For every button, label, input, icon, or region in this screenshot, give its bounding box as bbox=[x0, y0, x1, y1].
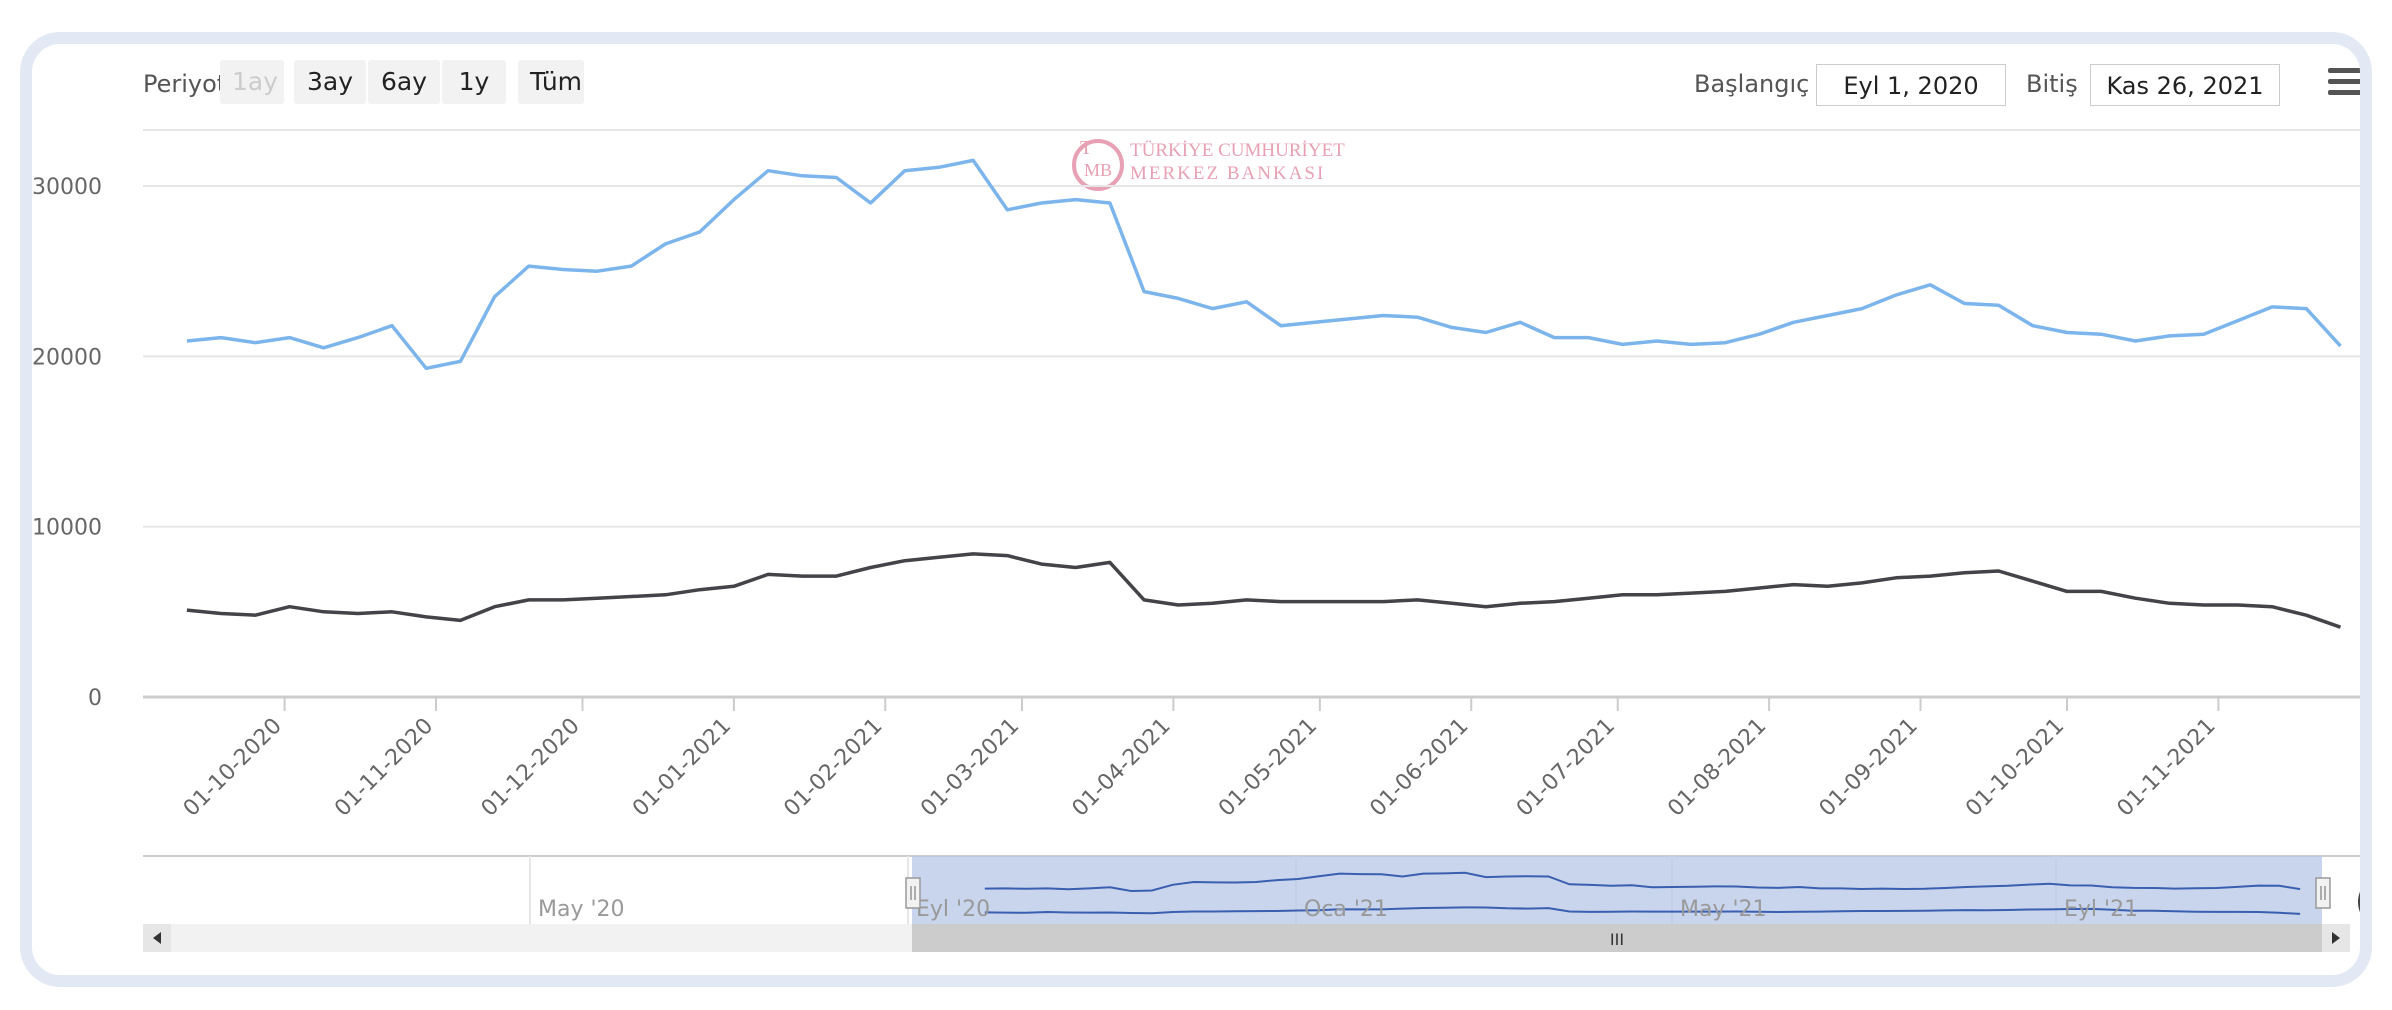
y-tick-label: 0 bbox=[88, 686, 102, 711]
end-date-input[interactable]: Kas 26, 2021 bbox=[2090, 64, 2280, 106]
scrollbar[interactable]: III bbox=[143, 924, 2350, 952]
navigator-label-may20: May '20 bbox=[538, 897, 625, 922]
chevron-right-icon bbox=[2332, 932, 2340, 944]
series-line-1 bbox=[186, 158, 2342, 371]
x-tick-label: 01-08-2021 bbox=[1663, 714, 1771, 822]
series-line-2 bbox=[186, 552, 2342, 629]
chevron-left-icon bbox=[153, 932, 161, 944]
start-date-input[interactable]: Eyl 1, 2020 bbox=[1816, 64, 2006, 106]
watermark-line1: TÜRKİYE CUMHURİYET bbox=[1130, 140, 1345, 161]
y-tick-label: 10000 bbox=[32, 516, 102, 541]
start-date-label: Başlangıç bbox=[1694, 70, 1810, 98]
range-button-3ay[interactable]: 3ay bbox=[294, 60, 366, 104]
svg-text:T: T bbox=[1080, 137, 1092, 159]
navigator-label-may21: May '21 bbox=[1680, 897, 1767, 922]
range-button-all[interactable]: Tüm bbox=[518, 60, 584, 104]
range-button-1ay[interactable]: 1ay bbox=[220, 60, 284, 104]
grid bbox=[143, 129, 2360, 699]
chart-container: Periyot 1ay 3ay 6ay 1y Tüm Başlangıç Eyl… bbox=[20, 32, 2372, 987]
x-axis: 01-10-2020 01-11-2020 01-12-2020 01-01-2021… bbox=[179, 697, 2221, 822]
chart-svg: T MB TÜRKİYE CUMHURİYET MERKEZ BANKASI 0… bbox=[32, 129, 2360, 952]
x-tick-label: 01-09-2021 bbox=[1815, 714, 1923, 822]
tcmb-logo: T MB TÜRKİYE CUMHURİYET MERKEZ BANKASI bbox=[1072, 137, 1345, 191]
scrollbar-thumb[interactable] bbox=[912, 924, 2322, 952]
range-button-1y[interactable]: 1y bbox=[442, 60, 506, 104]
x-tick-label: 01-02-2021 bbox=[779, 714, 887, 822]
x-tick-label: 01-04-2021 bbox=[1068, 714, 1176, 822]
y-axis: 0 10000 20000 30000 bbox=[32, 175, 102, 711]
navigator[interactable]: May '20 Eyl '20 Oca '21 May '21 Eyl '21 bbox=[143, 855, 2360, 924]
x-tick-label: 01-11-2020 bbox=[330, 714, 438, 822]
period-label: Periyot bbox=[143, 70, 227, 98]
hamburger-menu-icon[interactable] bbox=[2328, 68, 2360, 100]
range-button-6ay[interactable]: 6ay bbox=[368, 60, 440, 104]
x-tick-label: 01-05-2021 bbox=[1214, 714, 1322, 822]
range-selector: Periyot 1ay 3ay 6ay 1y Tüm Başlangıç Eyl… bbox=[32, 44, 2360, 124]
x-tick-label: 01-01-2021 bbox=[628, 714, 736, 822]
x-tick-label: 01-10-2021 bbox=[1961, 714, 2069, 822]
svg-text:MB: MB bbox=[1084, 160, 1112, 180]
x-tick-label: 01-11-2021 bbox=[2113, 714, 2221, 822]
x-tick-label: 01-03-2021 bbox=[916, 714, 1024, 822]
y-tick-label: 20000 bbox=[32, 345, 102, 370]
scroll-to-top-icon[interactable] bbox=[2358, 876, 2360, 928]
x-tick-label: 01-07-2021 bbox=[1512, 714, 1620, 822]
navigator-label-eyl20: Eyl '20 bbox=[916, 897, 990, 922]
x-tick-label: 01-12-2020 bbox=[477, 714, 585, 822]
x-tick-label: 01-06-2021 bbox=[1365, 714, 1473, 822]
navigator-label-oca21: Oca '21 bbox=[1304, 897, 1388, 922]
navigator-series-line-2 bbox=[984, 906, 2301, 915]
navigator-series-line-1 bbox=[984, 871, 2301, 893]
navigator-label-eyl21: Eyl '21 bbox=[2064, 897, 2138, 922]
navigator-right-handle[interactable] bbox=[2315, 877, 2331, 909]
end-date-label: Bitiş bbox=[2026, 70, 2078, 98]
navigator-series bbox=[984, 871, 2301, 915]
navigator-left-handle[interactable] bbox=[905, 877, 921, 909]
watermark-line2: MERKEZ BANKASI bbox=[1130, 163, 1325, 184]
y-tick-label: 30000 bbox=[32, 175, 102, 200]
x-tick-label: 01-10-2020 bbox=[179, 714, 287, 822]
series-group bbox=[186, 158, 2342, 629]
scrollbar-grip: III bbox=[1610, 930, 1624, 949]
